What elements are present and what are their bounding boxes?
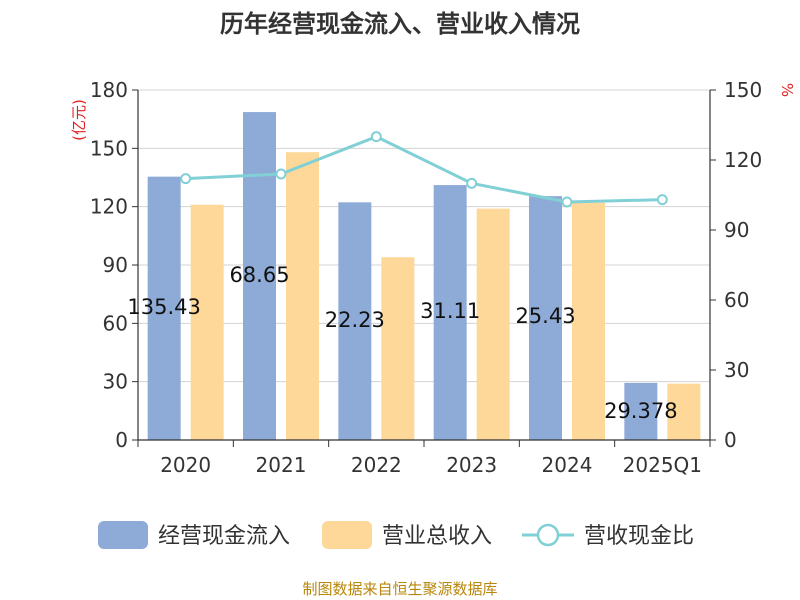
x-tick-label: 2023 — [446, 453, 497, 477]
bars — [147, 112, 701, 441]
data-label: 135.43 — [127, 295, 200, 319]
bar-revenue — [190, 204, 224, 440]
left-axis-unit: (亿元) — [70, 99, 88, 141]
x-tick-label: 2020 — [160, 453, 211, 477]
ratio-point — [561, 196, 573, 208]
left-tick-label: 180 — [90, 78, 128, 102]
ratio-line — [180, 131, 668, 208]
legend-swatch-cash-inflow — [98, 521, 148, 549]
bar-cash-inflow — [624, 382, 658, 440]
left-tick-label: 120 — [90, 195, 128, 219]
x-tick-label: 2021 — [256, 453, 307, 477]
x-tick-label: 2024 — [542, 453, 593, 477]
bar-cash-inflow — [529, 196, 562, 440]
bar-revenue — [476, 208, 510, 440]
ratio-point — [656, 194, 668, 206]
right-tick-label: 0 — [724, 428, 737, 452]
bar-cash-inflow — [147, 176, 181, 441]
bar-revenue — [667, 383, 701, 440]
ratio-point — [275, 168, 287, 180]
right-tick-label: 120 — [724, 148, 762, 172]
axes: 0 30 60 90 120 150 180 0 30 60 90 120 150 2020 2021 202… — [90, 78, 762, 477]
bar-revenue — [286, 152, 319, 440]
left-tick-label: 90 — [103, 253, 128, 277]
right-tick-label: 150 — [724, 78, 762, 102]
left-tick-label: 0 — [115, 428, 128, 452]
right-tick-label: 60 — [724, 288, 749, 312]
grid-lines — [138, 89, 710, 383]
legend-label-cash-inflow: 经营现金流入 — [158, 524, 290, 549]
ratio-point — [180, 173, 192, 185]
data-label: 22.23 — [325, 308, 385, 332]
right-tick-label: 90 — [724, 218, 749, 242]
legend-swatch-ratio-marker — [536, 523, 560, 547]
x-tick-label: 2025Q1 — [623, 453, 702, 477]
data-label: 68.65 — [229, 263, 289, 287]
data-label: 25.43 — [515, 304, 575, 328]
data-label: 29.378 — [604, 399, 677, 423]
ratio-point — [466, 177, 478, 189]
ratio-line-path — [185, 135, 663, 204]
legend-swatch-revenue — [322, 521, 372, 549]
ratio-point — [370, 131, 382, 143]
x-tick-label: 2022 — [351, 453, 402, 477]
legend: 经营现金流入 营业总收入 营收现金比 — [98, 521, 694, 549]
data-labels: 135.43 68.65 22.23 31.11 25.43 29.378 — [127, 263, 677, 423]
left-tick-label: 60 — [103, 311, 128, 335]
bar-revenue — [381, 257, 415, 440]
bar-revenue — [572, 202, 605, 440]
right-tick-label: 30 — [724, 358, 749, 382]
legend-label-revenue: 营业总收入 — [382, 524, 492, 549]
bar-cash-inflow — [243, 112, 276, 440]
legend-label-ratio: 营收现金比 — [584, 524, 694, 549]
source-note: 制图数据来自恒生聚源数据库 — [302, 580, 497, 598]
left-tick-label: 150 — [90, 136, 128, 160]
right-axis-unit: % — [778, 83, 796, 97]
bar-cash-inflow — [338, 202, 372, 440]
bar-cash-inflow — [433, 185, 467, 440]
chart-title: 历年经营现金流入、营业收入情况 — [220, 10, 580, 38]
data-label: 31.11 — [420, 299, 480, 323]
left-tick-label: 30 — [103, 370, 128, 394]
